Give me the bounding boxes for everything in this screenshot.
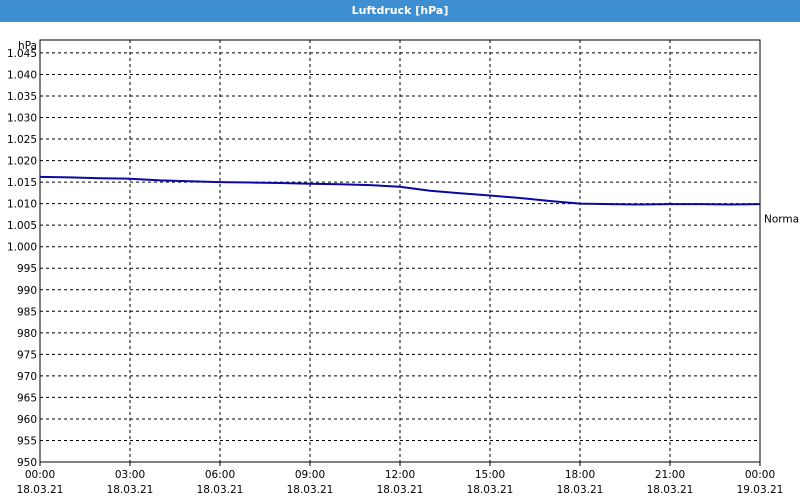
x-tick-date: 18.03.21 xyxy=(647,484,694,496)
y-tick-label: 960 xyxy=(17,414,37,426)
y-tick-label: 1.035 xyxy=(7,91,37,103)
y-tick-label: 1.025 xyxy=(7,134,37,146)
x-tick-time: 21:00 xyxy=(655,469,685,481)
y-tick-label: 980 xyxy=(17,328,37,340)
pressure-line xyxy=(39,175,761,206)
x-tick-time: 00:00 xyxy=(745,469,775,481)
y-tick-label: 1.020 xyxy=(7,156,37,168)
x-tick-time: 00:00 xyxy=(25,469,55,481)
y-tick-label: 1.045 xyxy=(7,48,37,60)
pressure-chart: 950 955 960 965 970 975 980 985 990 995 1.000 1.005… xyxy=(7,39,800,496)
x-tick-time: 03:00 xyxy=(115,469,145,481)
x-tick-time: 09:00 xyxy=(295,469,325,481)
y-tick-label: 965 xyxy=(17,392,37,404)
x-tick-date: 18.03.21 xyxy=(467,484,514,496)
x-tick-date: 18.03.21 xyxy=(377,484,424,496)
normal-label: Normal xyxy=(764,214,800,226)
y-tick-label: 985 xyxy=(17,306,37,318)
x-tick-date: 18.03.21 xyxy=(17,484,64,496)
y-tick-label: 1.040 xyxy=(7,69,37,81)
x-tick-date: 18.03.21 xyxy=(197,484,244,496)
y-tick-label: 1.010 xyxy=(7,199,37,211)
x-tick-time: 12:00 xyxy=(385,469,415,481)
y-tick-label: 955 xyxy=(17,435,37,447)
y-tick-label: 975 xyxy=(17,349,37,361)
x-tick-time: 18:00 xyxy=(565,469,595,481)
y-tick-label: 950 xyxy=(17,457,37,469)
x-tick-date: 18.03.21 xyxy=(557,484,604,496)
x-tick-labels: 00:00 18.03.21 03:00 18.03.21 06:00 18.03.21 0… xyxy=(17,469,784,496)
x-tick-time: 06:00 xyxy=(205,469,235,481)
grid xyxy=(40,40,760,462)
y-tick-label: 1.005 xyxy=(7,220,37,232)
axes xyxy=(39,39,761,466)
plot-frame xyxy=(39,39,761,463)
series-layer xyxy=(39,175,761,206)
y-tick-label: 995 xyxy=(17,263,37,275)
y-axis-unit: hPa xyxy=(18,40,37,52)
y-tick-label: 1.000 xyxy=(7,242,37,254)
chart-title: Luftdruck [hPa] xyxy=(0,0,800,22)
labels: hPa Normal xyxy=(18,40,800,226)
y-tick-label: 970 xyxy=(17,371,37,383)
x-tick-date: 19.03.21 xyxy=(737,484,784,496)
y-tick-label: 1.015 xyxy=(7,177,37,189)
x-tick-date: 18.03.21 xyxy=(287,484,334,496)
x-tick-date: 18.03.21 xyxy=(107,484,154,496)
x-tick-time: 15:00 xyxy=(475,469,505,481)
y-tick-labels: 950 955 960 965 970 975 980 985 990 995 1.000 1.005… xyxy=(7,48,37,469)
y-tick-label: 990 xyxy=(17,285,37,297)
y-tick-label: 1.030 xyxy=(7,113,37,125)
